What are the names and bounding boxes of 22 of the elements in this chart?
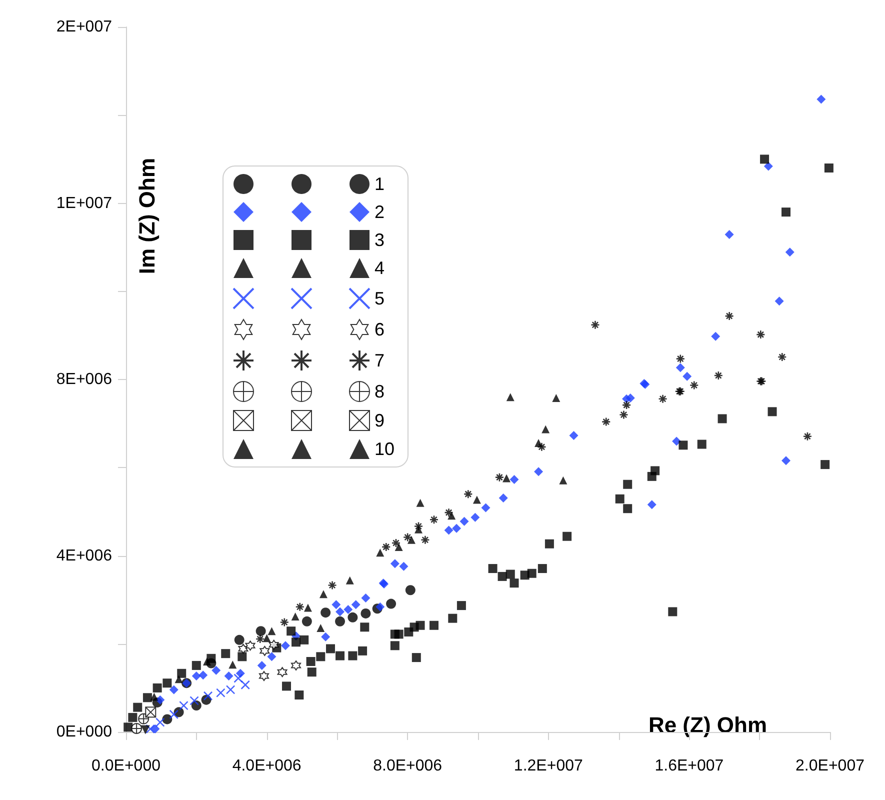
legend-label: 8: [374, 382, 385, 402]
x-tick-label: 4.0E+006: [232, 758, 302, 774]
x-tick-label: 2.0E+007: [796, 758, 865, 774]
y-axis-title: Im (Z) Ohm: [134, 158, 160, 274]
y-tick-label: 0E+000: [56, 724, 112, 740]
legend-label: 4: [374, 258, 385, 278]
legend-label: 2: [374, 202, 385, 222]
legend-label: 10: [374, 439, 395, 459]
x-tick-label: 8.0E+006: [373, 758, 442, 774]
y-tick-label: 2E+007: [56, 18, 112, 36]
legend-label: 1: [374, 174, 385, 194]
x-tick-label: 1.6E+007: [654, 758, 724, 774]
legend-label: 5: [374, 288, 385, 308]
legend-label: 7: [374, 350, 385, 370]
legend-label: 9: [374, 410, 385, 430]
y-tick-label: 1E+007: [56, 194, 112, 212]
legend-label: 6: [374, 320, 385, 340]
y-tick-label: 8E+006: [56, 371, 112, 388]
y-tick-label: 4E+006: [56, 547, 112, 564]
x-tick-label: 1.2E+007: [514, 758, 583, 774]
legend-label: 3: [374, 230, 385, 250]
x-tick-label: 0.0E+000: [92, 758, 161, 774]
